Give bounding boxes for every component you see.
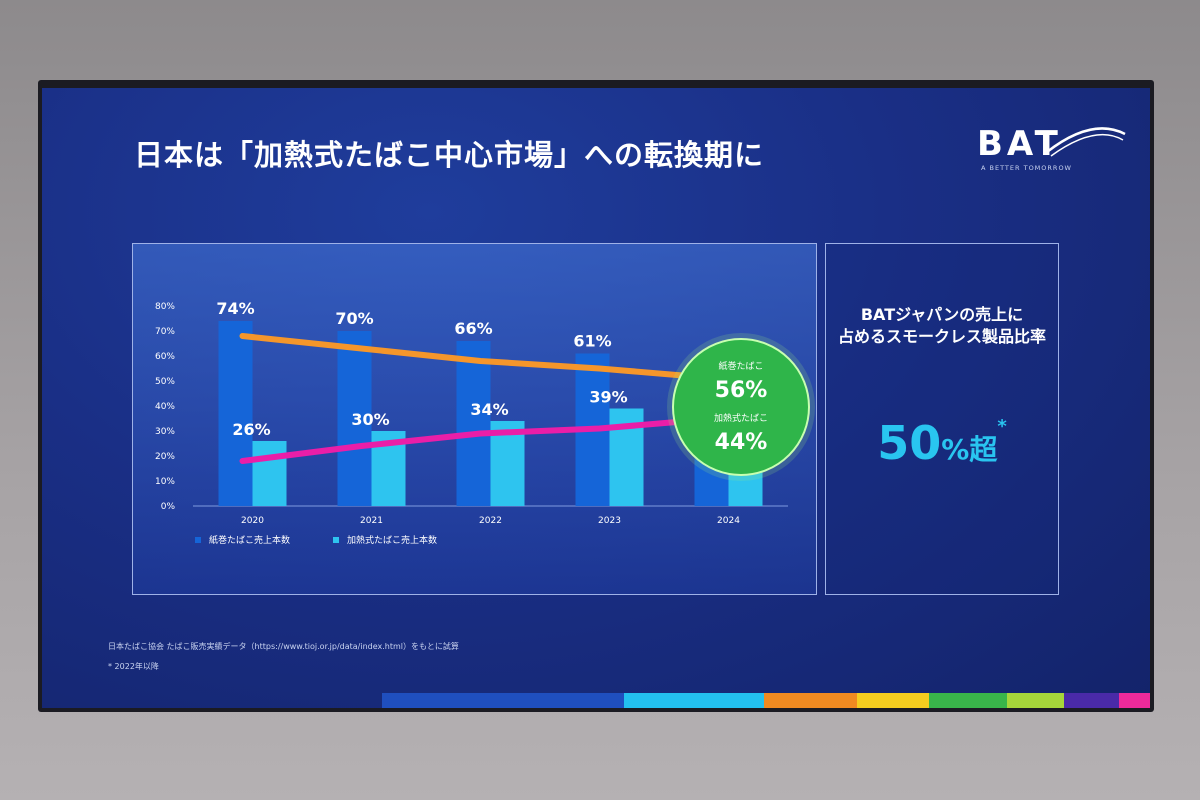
bar-line-chart: 0% 10% 20% 30% 40% 50% 60% 70% 80% 2020 2021 2022 20… (155, 299, 815, 546)
y-tick-label: 60% (155, 352, 175, 362)
y-tick-label: 20% (155, 452, 175, 462)
x-category-label: 2022 (479, 516, 502, 526)
strip-segment (382, 693, 624, 708)
ratio-number: 50 (877, 416, 942, 470)
legend-label-cigarette: 紙巻たばこ売上本数 (209, 534, 290, 546)
side-heading-line-2: 占めるスモークレス製品比率 (837, 327, 1046, 346)
y-tick-label: 30% (155, 427, 175, 437)
cigarette-trend-line (239, 333, 722, 382)
side-heading: BATジャパンの売上に 占めるスモークレス製品比率 (826, 304, 1058, 348)
slide-title: 日本は「加熱式たばこ中心市場」への転換期に (134, 138, 765, 172)
bar-data-label: 30% (351, 410, 389, 429)
presentation-slide: 日本は「加熱式たばこ中心市場」への転換期に BAT A BETTER TOMOR… (42, 88, 1150, 708)
strip-segment (1007, 693, 1064, 708)
y-tick-label: 10% (155, 477, 175, 487)
strip-segment (857, 693, 929, 708)
logo-swoosh-icon (1046, 127, 1126, 157)
callout-label-cigarette: 紙巻たばこ (718, 360, 763, 372)
heated-trend-line (239, 415, 722, 464)
bat-logo: BAT A BETTER TOMORROW (977, 122, 1127, 178)
y-tick-label: 50% (155, 377, 175, 387)
bar-data-label: 66% (454, 319, 492, 338)
bar-data-label: 26% (232, 420, 270, 439)
strip-segment (929, 693, 1007, 708)
smokeless-ratio-value: 50%超* (826, 416, 1058, 470)
bar-cigarette (456, 341, 491, 506)
bar-cigarette (218, 321, 253, 506)
strip-segment (764, 693, 857, 708)
ratio-suffix: %超 (941, 433, 998, 466)
bar-data-label: 70% (335, 309, 373, 328)
legend-label-heated: 加熱式たばこ売上本数 (347, 534, 437, 546)
ratio-asterisk: * (997, 416, 1007, 437)
side-heading-line-1: BATジャパンの売上に (860, 305, 1024, 324)
bar-data-label: 61% (573, 332, 611, 351)
callout-circle (672, 338, 810, 476)
strip-segment (1064, 693, 1119, 708)
bar-data-label: 39% (589, 388, 627, 407)
y-tick-label: 40% (155, 402, 175, 412)
x-category-label: 2021 (360, 516, 383, 526)
bar-cigarette (337, 331, 372, 506)
side-panel: BATジャパンの売上に 占めるスモークレス製品比率 50%超* (825, 243, 1059, 595)
chart-panel: 0% 10% 20% 30% 40% 50% 60% 70% 80% 2020 2021 2022 20… (132, 243, 817, 595)
footnote-asterisk: * 2022年以降 (108, 662, 159, 671)
footnote-source: 日本たばこ協会 たばこ販売実績データ（https://www.tioj.or.j… (108, 642, 459, 651)
y-tick-label: 70% (155, 327, 175, 337)
callout-label-heated: 加熱式たばこ (714, 412, 768, 424)
logo-wordmark: BAT (977, 124, 1062, 164)
callout-value-heated: 44% (715, 430, 768, 455)
callout-value-cigarette: 56% (715, 378, 768, 403)
bar-data-label: 34% (470, 400, 508, 419)
strip-segment (1119, 693, 1150, 708)
y-tick-label: 0% (161, 502, 176, 512)
x-category-label: 2023 (598, 516, 621, 526)
x-category-label: 2020 (241, 516, 264, 526)
legend-swatch-cigarette (195, 537, 201, 543)
strip-segment (624, 693, 764, 708)
x-category-label: 2024 (717, 516, 740, 526)
legend-swatch-heated (333, 537, 339, 543)
y-tick-label: 80% (155, 302, 175, 312)
bar-data-label: 74% (216, 299, 254, 318)
bar-heated (252, 441, 287, 506)
logo-tagline: A BETTER TOMORROW (981, 164, 1072, 172)
